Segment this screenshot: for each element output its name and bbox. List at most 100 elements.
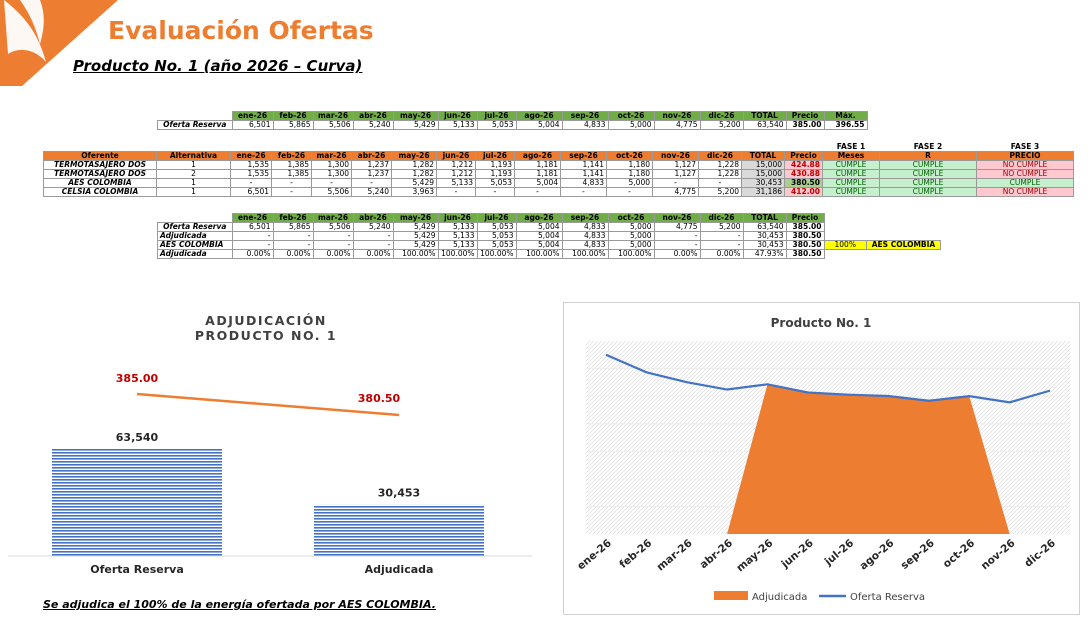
fase2-status: CUMPLE <box>879 187 977 197</box>
cell: 5,240 <box>352 120 394 130</box>
x-tick-label: mar-26 <box>655 537 695 573</box>
x-tick-label: may-26 <box>734 537 775 574</box>
cell: 1,181 <box>514 160 561 170</box>
row-label: AES COLOMBIA <box>157 240 233 250</box>
cell: 0.00% <box>272 249 314 259</box>
fase3-status: NO CUMPLE <box>976 160 1074 170</box>
fase3-status: NO CUMPLE <box>976 187 1074 197</box>
month-header: ago-26 <box>515 111 563 121</box>
cell: 5,133 <box>436 178 476 188</box>
cell: 1,212 <box>436 160 476 170</box>
area-adjudicada <box>606 384 1050 534</box>
precio-cell: 385.00 <box>785 120 825 130</box>
max-header: Máx. <box>823 111 868 121</box>
cell: 1,385 <box>271 160 312 170</box>
table-row: Oferta Reserva 6,501 5,865 5,506 5,240 5… <box>157 120 868 130</box>
table-header-row: ene-26 feb-26 mar-26 abr-26 may-26 jun-2… <box>158 111 868 121</box>
cell: 4,775 <box>653 120 701 130</box>
legend-label-adjudicada: Adjudicada <box>752 592 807 603</box>
total-cell: 30,453 <box>742 231 787 241</box>
cell: 5,004 <box>514 178 561 188</box>
fase1-status: CUMPLE <box>822 178 880 188</box>
oferente-cell: TERMOTASAJERO DOS <box>43 169 157 179</box>
fase2-status: CUMPLE <box>879 178 977 188</box>
cell: 4,833 <box>561 240 609 250</box>
legend-swatch-adjudicada <box>714 591 748 600</box>
cell: 5,240 <box>352 222 394 232</box>
cell: 5,200 <box>698 187 742 197</box>
precio-header: Precio <box>785 111 825 121</box>
fase3-status: CUMPLE <box>976 178 1074 188</box>
fase1-status: CUMPLE <box>822 187 880 197</box>
cell: - <box>312 240 354 250</box>
pct-cell: 100% <box>823 240 867 250</box>
cell: 6,501 <box>231 120 274 130</box>
cell: - <box>271 187 312 197</box>
price-line <box>136 392 400 417</box>
cell: - <box>698 178 742 188</box>
cell: 5,133 <box>437 231 478 241</box>
month-header: feb-26 <box>272 213 314 223</box>
total-cell: 47.93% <box>742 249 787 259</box>
cell: 1,535 <box>230 169 272 179</box>
month-header: jun-26 <box>437 111 478 121</box>
category-label: Adjudicada <box>365 563 434 576</box>
cell: - <box>271 178 312 188</box>
cell: 5,053 <box>476 222 517 232</box>
chart2-title: Producto No. 1 <box>771 316 872 330</box>
cell: 2 <box>156 169 231 179</box>
line-oferta-reserva <box>605 353 1051 404</box>
bar-value-label: 63,540 <box>116 431 159 444</box>
cell: 1,385 <box>271 169 312 179</box>
max-cell: 396.55 <box>823 120 868 130</box>
precio-cell: 430.88 <box>784 169 823 179</box>
cell: 0.00% <box>231 249 274 259</box>
cell: 0.00% <box>699 249 744 259</box>
month-header: jun-26 <box>437 213 478 223</box>
company-logo <box>0 0 118 86</box>
cell: 5,004 <box>515 240 563 250</box>
page-title: Evaluación Ofertas <box>108 16 374 45</box>
total-cell: 15,000 <box>741 169 785 179</box>
cell: 4,833 <box>561 120 609 130</box>
fase1-status: CUMPLE <box>822 160 880 170</box>
cell: 5,000 <box>607 222 655 232</box>
cell: 1,141 <box>560 160 607 170</box>
cell: 100.00% <box>515 249 563 259</box>
total-cell: 63,540 <box>742 222 787 232</box>
cell: - <box>352 231 394 241</box>
cell: - <box>352 240 394 250</box>
producto-chart-panel: Producto No. 1 ene-26 feb-26 mar-26 abr-26 m… <box>563 302 1080 615</box>
month-header: may-26 <box>391 151 437 161</box>
cell: 0.00% <box>352 249 394 259</box>
cell: 100.00% <box>561 249 609 259</box>
fase-header-row: FASE 1 FASE 2 FASE 3 <box>44 143 1074 152</box>
cell: 5,004 <box>515 222 563 232</box>
meses-header: Meses <box>822 151 880 161</box>
cell: 1,535 <box>230 160 272 170</box>
month-header: sep-26 <box>560 151 607 161</box>
table-row: Oferta Reserva 6,501 5,865 5,506 5,240 5… <box>157 222 941 232</box>
x-tick-label: ago-26 <box>858 537 897 572</box>
month-header: oct-26 <box>607 111 655 121</box>
cell: - <box>699 240 744 250</box>
cell: 5,053 <box>476 120 517 130</box>
cell: - <box>475 187 515 197</box>
cell: - <box>653 240 701 250</box>
adjudicacion-table: ene-26 feb-26 mar-26 abr-26 may-26 jun-2… <box>157 213 941 259</box>
cell: - <box>560 187 607 197</box>
fase3-status: NO CUMPLE <box>976 169 1074 179</box>
fase2-status: CUMPLE <box>879 169 977 179</box>
total-cell: 30,453 <box>742 240 787 250</box>
cell: - <box>272 231 314 241</box>
fase3-label: FASE 3 <box>1010 143 1040 151</box>
month-header: mar-26 <box>311 151 352 161</box>
table-row: Adjudicada - - - - 5,429 5,133 5,053 5,0… <box>157 231 941 241</box>
cell: 1,300 <box>311 160 352 170</box>
cell: 100.00% <box>392 249 439 259</box>
alternativa-header: Alternativa <box>156 151 231 161</box>
total-header: TOTAL <box>741 151 785 161</box>
cell: 6,501 <box>230 187 272 197</box>
cell: 100.00% <box>476 249 517 259</box>
x-tick-label: sep-26 <box>899 537 937 572</box>
